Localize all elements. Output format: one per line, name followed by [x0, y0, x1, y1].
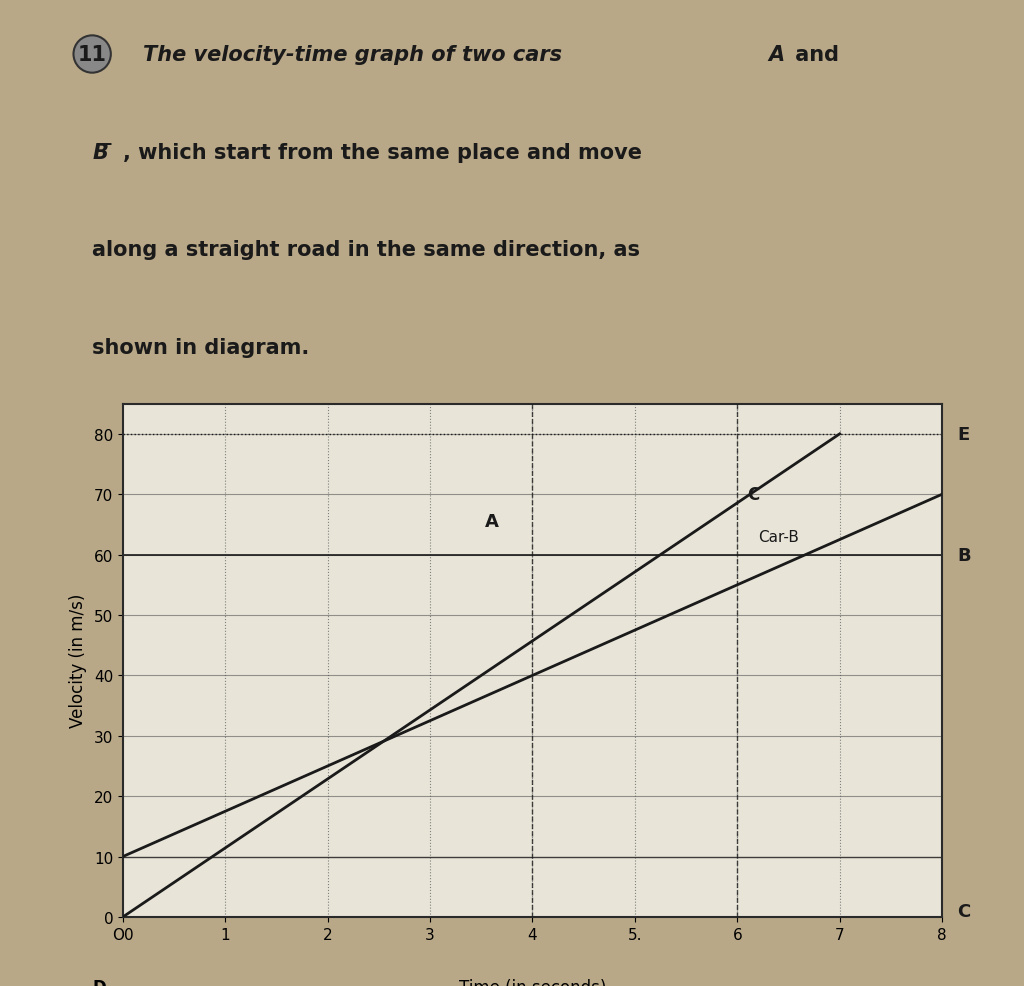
Text: Time (in seconds): Time (in seconds) [459, 978, 606, 986]
Text: 11: 11 [78, 45, 106, 65]
Text: A: A [484, 513, 499, 530]
Text: D: D [93, 978, 106, 986]
Text: shown in diagram.: shown in diagram. [92, 337, 309, 357]
Text: E: E [957, 425, 970, 444]
Text: B: B [957, 546, 971, 564]
Text: C: C [748, 486, 760, 504]
Text: The velocity-time graph of two cars: The velocity-time graph of two cars [143, 45, 569, 65]
Text: B̅: B̅ [92, 142, 109, 163]
Text: C: C [957, 902, 971, 920]
Text: , which start from the same place and move: , which start from the same place and mo… [123, 142, 642, 163]
Text: and: and [788, 45, 840, 65]
Text: Car-B: Car-B [758, 529, 799, 544]
Y-axis label: Velocity (in m/s): Velocity (in m/s) [69, 594, 87, 728]
Text: A: A [768, 45, 784, 65]
Text: along a straight road in the same direction, as: along a straight road in the same direct… [92, 240, 640, 259]
